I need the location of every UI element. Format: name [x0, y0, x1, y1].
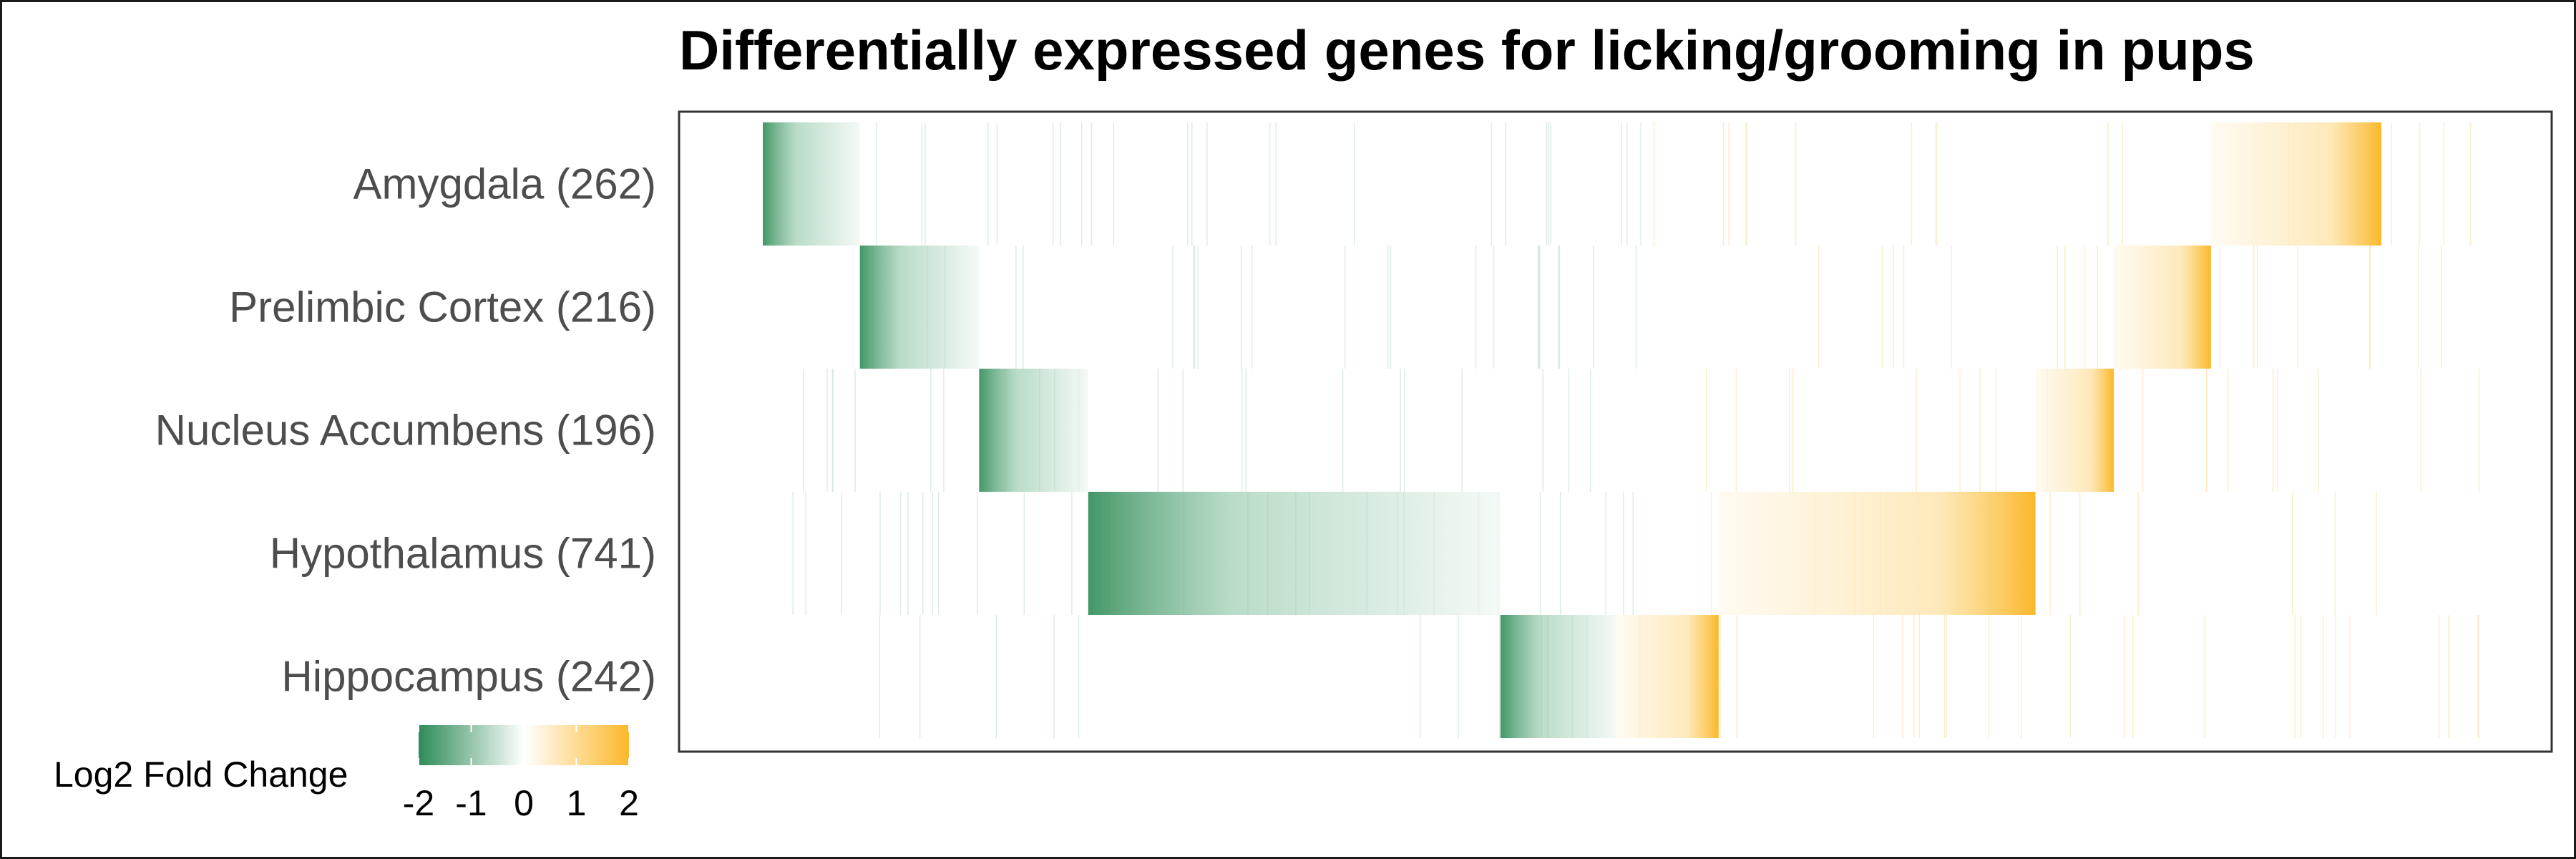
downregulated-block: [763, 122, 860, 246]
legend-tick-label: -2: [402, 783, 435, 823]
upregulated-block: [1616, 615, 1719, 738]
legend-title: Log2 Fold Change: [54, 754, 348, 795]
downregulated-block: [859, 246, 980, 369]
upregulated-block: [2210, 122, 2381, 246]
row-label: Nucleus Accumbens (196): [155, 406, 656, 455]
color-legend: [418, 725, 630, 765]
legend-tick-label: 0: [514, 783, 534, 823]
row-label: Hippocampus (242): [281, 652, 656, 701]
upregulated-block: [1718, 492, 2036, 615]
legend-tick-label: 1: [566, 783, 587, 823]
plot-panel-border: [678, 110, 2553, 753]
downregulated-block: [1088, 492, 1501, 615]
legend-tick-label: -1: [455, 783, 487, 823]
legend-tick-label: 2: [619, 783, 639, 823]
downregulated-block: [979, 369, 1088, 492]
row-label: Hypothalamus (741): [269, 529, 656, 578]
chart-title: Differentially expressed genes for licki…: [679, 19, 2255, 82]
upregulated-block: [2114, 246, 2211, 369]
row-label: Amygdala (262): [353, 160, 656, 208]
downregulated-block: [1500, 615, 1616, 738]
row-label: Prelimbic Cortex (216): [229, 283, 656, 331]
upregulated-block: [2035, 369, 2114, 492]
